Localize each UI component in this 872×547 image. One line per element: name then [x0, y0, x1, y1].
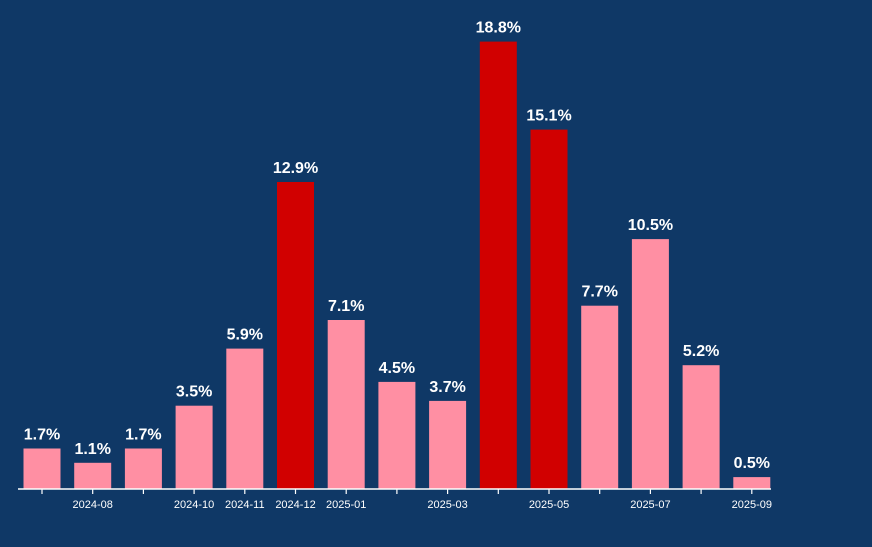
bar-2025-06	[581, 305, 619, 489]
value-label-2025-04: 18.8%	[476, 20, 521, 37]
bar-2025-03	[429, 400, 467, 489]
value-label-2025-05: 15.1%	[526, 108, 571, 125]
bar-2025-04	[479, 41, 517, 489]
bar-2025-08	[682, 365, 720, 489]
bar-2024-10	[175, 405, 213, 489]
x-ticks-group	[41, 489, 753, 494]
value-label-2025-06: 7.7%	[581, 284, 617, 301]
x-tick-label-2025-03: 2025-03	[427, 499, 467, 511]
x-tick-label-2024-11: 2024-11	[225, 499, 265, 511]
value-label-2024-12: 12.9%	[273, 160, 318, 177]
x-tick-label-2025-05: 2025-05	[529, 499, 569, 511]
bar-2024-09	[124, 448, 162, 489]
value-label-2025-09: 0.5%	[734, 455, 770, 472]
bar-2025-01	[327, 320, 365, 489]
bars-group	[23, 41, 771, 489]
bar-2024-11	[226, 348, 264, 489]
bar-2025-02	[378, 381, 416, 489]
value-label-2025-03: 3.7%	[429, 379, 465, 396]
x-tick-labels-group: 2024-08 2024-10 2024-11 2024-12 2025-01 2025-…	[73, 499, 772, 511]
value-label-2025-08: 5.2%	[683, 343, 719, 360]
value-label-2025-01: 7.1%	[328, 298, 364, 315]
bar-2025-05	[530, 129, 568, 489]
value-label-2024-10: 3.5%	[176, 384, 212, 401]
value-label-2024-08: 1.1%	[74, 441, 110, 458]
bar-2025-09	[733, 477, 771, 489]
value-label-2024-07: 1.7%	[24, 427, 60, 444]
value-labels-group: 1.7% 1.1% 1.7% 3.5% 5.9% 12.9% 7.1% 4.5% 3.7% 18.…	[24, 20, 770, 473]
value-label-2025-02: 4.5%	[379, 360, 415, 377]
x-tick-label-2024-10: 2024-10	[174, 499, 214, 511]
x-tick-label-2024-12: 2024-12	[275, 499, 315, 511]
x-tick-label-2024-08: 2024-08	[73, 499, 113, 511]
x-tick-label-2025-09: 2025-09	[732, 499, 772, 511]
bar-2024-12	[277, 182, 314, 489]
bar-2024-07	[23, 448, 61, 489]
value-label-2024-11: 5.9%	[227, 327, 263, 344]
value-label-2025-07: 10.5%	[628, 217, 673, 234]
x-tick-label-2025-01: 2025-01	[326, 499, 366, 511]
bar-2024-08	[74, 462, 112, 489]
value-label-2024-09: 1.7%	[125, 427, 161, 444]
x-tick-label-2025-07: 2025-07	[630, 499, 670, 511]
bar-2025-07	[631, 239, 669, 489]
